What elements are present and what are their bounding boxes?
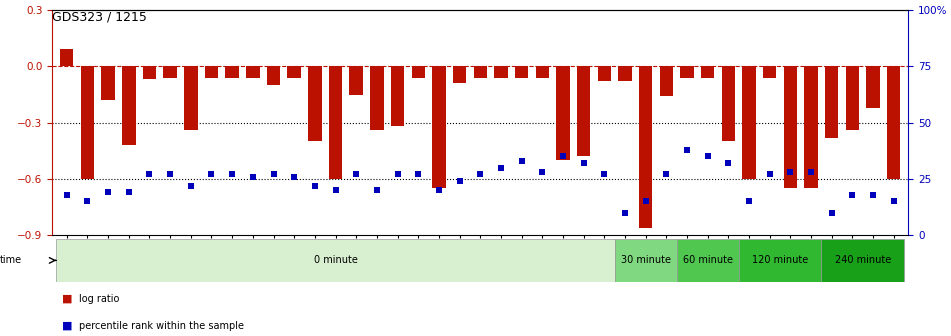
Point <box>411 172 426 177</box>
Bar <box>391 67 404 126</box>
Bar <box>225 67 239 78</box>
Bar <box>680 67 693 78</box>
Bar <box>701 67 714 78</box>
Point <box>886 199 902 204</box>
Bar <box>432 67 446 188</box>
Bar <box>453 67 466 83</box>
Bar <box>763 67 776 78</box>
Bar <box>56 239 614 282</box>
Point <box>576 161 592 166</box>
Text: log ratio: log ratio <box>79 294 119 304</box>
Point <box>328 187 343 193</box>
Text: GDS323 / 1215: GDS323 / 1215 <box>52 10 147 23</box>
Bar <box>805 67 818 188</box>
Bar <box>739 239 822 282</box>
Bar <box>412 67 425 78</box>
Point <box>101 190 116 195</box>
Bar <box>556 67 570 160</box>
Bar <box>474 67 487 78</box>
Point <box>742 199 757 204</box>
Point <box>721 161 736 166</box>
Point <box>638 199 653 204</box>
Point <box>494 165 509 170</box>
Point <box>224 172 240 177</box>
Point <box>307 183 322 188</box>
Bar <box>287 67 301 78</box>
Point <box>266 172 281 177</box>
Point <box>534 169 550 175</box>
Point <box>286 174 301 179</box>
Bar <box>349 67 363 94</box>
Point <box>80 199 95 204</box>
Point <box>163 172 178 177</box>
Bar <box>887 67 901 179</box>
Bar <box>639 67 652 228</box>
Bar <box>102 67 115 100</box>
Point <box>514 158 529 164</box>
Bar <box>164 67 177 78</box>
Text: time: time <box>0 255 22 265</box>
Point <box>659 172 674 177</box>
Bar <box>184 67 198 130</box>
Point <box>432 187 447 193</box>
Bar <box>143 67 156 80</box>
Bar <box>535 67 549 78</box>
Point <box>865 192 881 197</box>
Bar <box>81 67 94 179</box>
Point <box>679 147 694 152</box>
Text: ■: ■ <box>62 294 72 304</box>
Text: ■: ■ <box>62 321 72 331</box>
Text: 60 minute: 60 minute <box>683 255 732 265</box>
Text: 120 minute: 120 minute <box>752 255 808 265</box>
Text: 0 minute: 0 minute <box>314 255 358 265</box>
Bar <box>677 239 739 282</box>
Text: 240 minute: 240 minute <box>835 255 891 265</box>
Bar <box>614 239 677 282</box>
Text: percentile rank within the sample: percentile rank within the sample <box>79 321 244 331</box>
Point <box>596 172 611 177</box>
Bar <box>618 67 631 81</box>
Point <box>390 172 405 177</box>
Bar <box>308 67 321 141</box>
Point <box>844 192 860 197</box>
Point <box>804 169 819 175</box>
Point <box>783 169 798 175</box>
Bar <box>495 67 508 78</box>
Bar <box>597 67 611 81</box>
Bar <box>267 67 281 85</box>
Point <box>184 183 199 188</box>
Point <box>700 154 715 159</box>
Point <box>349 172 364 177</box>
Point <box>762 172 777 177</box>
Point <box>369 187 384 193</box>
Bar <box>743 67 756 179</box>
Point <box>245 174 261 179</box>
Bar <box>866 67 880 108</box>
Bar <box>514 67 529 78</box>
Bar <box>370 67 383 130</box>
Bar <box>329 67 342 179</box>
Point <box>617 210 632 215</box>
Point <box>452 178 467 184</box>
Bar <box>825 67 839 138</box>
Point <box>825 210 840 215</box>
Point <box>142 172 157 177</box>
Bar <box>246 67 260 78</box>
Point <box>121 190 136 195</box>
Bar <box>722 67 735 141</box>
Bar <box>822 239 904 282</box>
Point <box>473 172 488 177</box>
Bar <box>122 67 135 145</box>
Point <box>555 154 571 159</box>
Point <box>59 192 74 197</box>
Point <box>204 172 219 177</box>
Bar <box>660 67 673 96</box>
Bar <box>60 49 73 67</box>
Bar <box>577 67 591 157</box>
Bar <box>204 67 218 78</box>
Bar <box>845 67 859 130</box>
Text: 30 minute: 30 minute <box>621 255 670 265</box>
Bar <box>784 67 797 188</box>
